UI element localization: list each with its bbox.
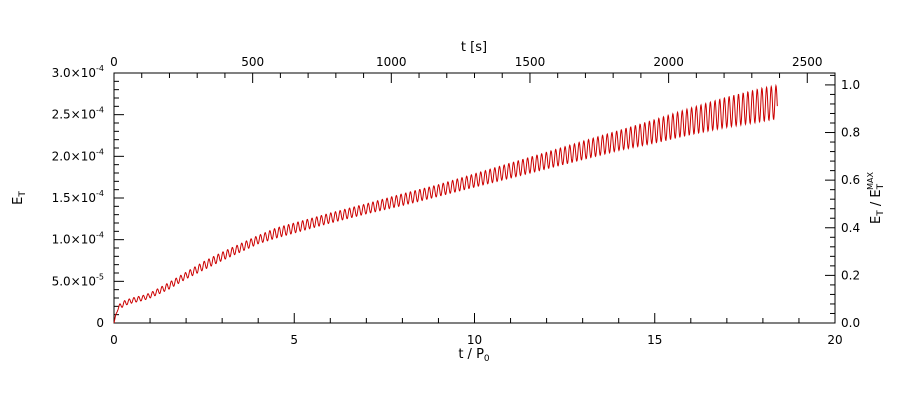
y-left-tick-label: 1.5×10-4: [52, 189, 104, 205]
x-bottom-tick-label: 10: [467, 333, 482, 347]
x-top-tick-label: 0: [110, 55, 118, 69]
plot-frame: [113, 72, 836, 324]
x-top-axis-label: t [s]: [461, 40, 487, 55]
y-left-axis-label-sub: T: [18, 191, 28, 198]
x-bottom-tick-label: 0: [110, 333, 118, 347]
y-left-tick-label: 1.0×10-4: [52, 231, 104, 247]
tick-labels: 0 5 10 15 20 0 500 1000 1500 2000 2500 0 5.0×10-5 1.0…: [52, 55, 861, 347]
x-bottom-tick-label: 15: [647, 333, 662, 347]
y-left-tick-label: 0: [96, 316, 104, 330]
y-right-tick-label: 0.4: [841, 221, 860, 235]
y-left-tick-label: 2.5×10-4: [52, 106, 104, 122]
y-left-tick-label: 3.0×10-4: [52, 64, 104, 80]
x-bottom-tick-label: 20: [827, 333, 842, 347]
y-right-axis-label-sub: T: [876, 210, 886, 217]
y-left-axis-label: ET: [11, 191, 28, 205]
x-top-tick-label: 2000: [653, 55, 684, 69]
series-line-0: [113, 83, 778, 324]
y-right-tick-label: 0.2: [841, 268, 860, 282]
y-right-axis-label-sep: /: [869, 198, 884, 211]
x-top-tick-label: 1000: [376, 55, 407, 69]
y-right-axis-label: ET / ETMAX: [866, 172, 886, 224]
y-right-tick-label: 0.0: [841, 316, 860, 330]
y-right-tick-label: 0.6: [841, 173, 860, 187]
y-right-tick-label: 0.8: [841, 126, 860, 140]
x-bottom-axis-label: t / P0: [458, 347, 490, 364]
y-left-tick-label: 2.0×10-4: [52, 147, 104, 163]
series-group: [113, 83, 778, 324]
x-top-tick-label: 2500: [792, 55, 823, 69]
axis-ticks: [113, 72, 836, 324]
x-top-tick-label: 500: [241, 55, 264, 69]
y-left-tick-label: 5.0×10-5: [52, 272, 104, 288]
x-bottom-tick-label: 5: [290, 333, 298, 347]
y-right-axis-label-2-sub: T: [876, 183, 886, 190]
x-bottom-axis-label-sub: 0: [484, 354, 490, 364]
y-right-axis-label-2: E: [869, 189, 884, 197]
y-right-tick-label: 1.0: [841, 78, 860, 92]
x-top-tick-label: 1500: [515, 55, 546, 69]
y-right-axis-label-2-sup: MAX: [866, 172, 875, 190]
